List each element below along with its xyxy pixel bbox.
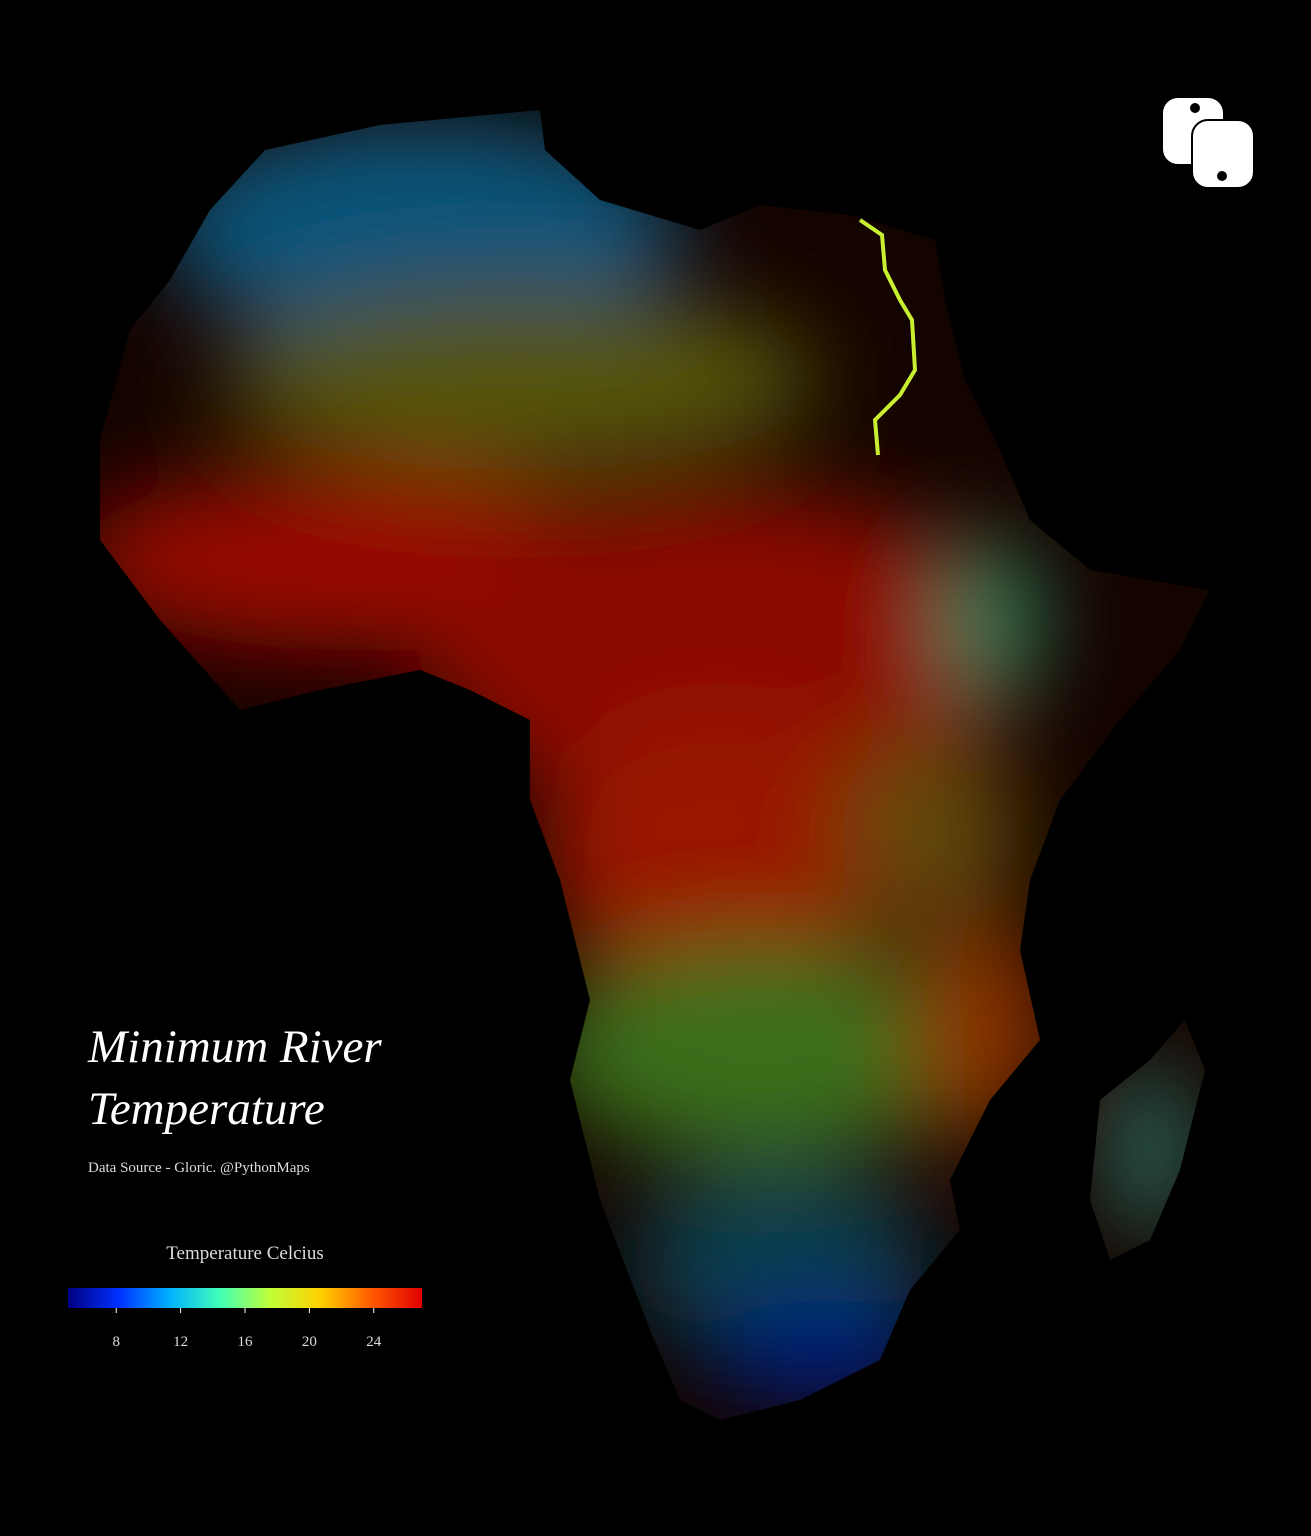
legend: Temperature Celcius 8 12 16 20 24 (68, 1243, 422, 1350)
tick-label: 8 (113, 1334, 121, 1350)
tick-label: 16 (238, 1334, 254, 1350)
tick-label: 12 (173, 1334, 188, 1350)
python-logo (1161, 96, 1255, 189)
nile-river (858, 218, 918, 456)
map-subtitle: Data Source - Gloric. @PythonMaps (88, 1160, 310, 1176)
colorbar (68, 1288, 422, 1308)
tick-label: 20 (302, 1334, 317, 1350)
tick-label: 24 (366, 1334, 382, 1350)
legend-title: Temperature Celcius (166, 1243, 323, 1264)
map-title: Minimum River Temperature (88, 1021, 382, 1135)
